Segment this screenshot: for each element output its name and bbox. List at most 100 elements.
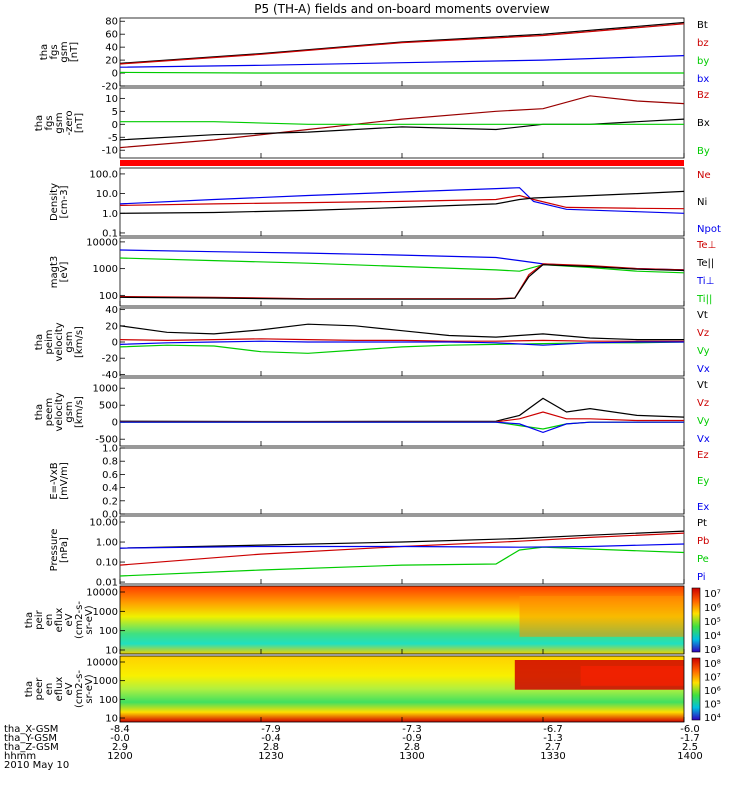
y-tick-label: 1000 (93, 264, 118, 275)
y-tick-label: 10 (105, 646, 118, 657)
y-axis-label: sr-eV) (84, 674, 95, 703)
colorbar-8 (691, 587, 701, 653)
y-axis-label: tha (34, 334, 45, 350)
footer-value: 2.5 (682, 742, 698, 753)
footer-row: tha_Y-GSM -0.0 -0.4 -0.9 -1.3 -1.7 (4, 733, 744, 744)
y-tick-label: 0.2 (102, 496, 118, 507)
legend-Vz: Vz (697, 398, 709, 409)
panel-frame-1 (119, 87, 685, 159)
series-bx (119, 55, 685, 68)
legend-Pt: Pt (697, 518, 707, 529)
footer-value: -6.0 (680, 724, 700, 735)
series-Npot (119, 187, 685, 214)
series-Te⊥ (119, 263, 685, 300)
footer-row-label: tha_Y-GSM (4, 733, 58, 744)
y-axis-label: gsm (64, 401, 75, 422)
series-Vx (119, 340, 684, 346)
series-By (120, 121, 684, 125)
series-bz (119, 23, 685, 65)
y-axis-label: tha (34, 115, 45, 131)
y-tick-label: 0 (112, 69, 118, 80)
y-axis-label: [eV] (59, 262, 70, 283)
y-axis-label: [nPa] (59, 537, 70, 563)
y-axis-label: tha (24, 612, 35, 628)
colorbar-tick-label: 10⁷ (704, 589, 721, 600)
colorbar-tick-label: 10⁶ (704, 603, 721, 614)
y-axis-label: [mV/m] (59, 462, 70, 500)
y-axis-label: tha (34, 404, 45, 420)
y-tick-label: -500 (95, 435, 118, 446)
y-axis-label: tha (39, 44, 50, 60)
y-axis-label: peer (34, 677, 45, 701)
colorbar-tick-label: 10⁴ (704, 631, 721, 642)
y-axis-label: gsm (64, 331, 75, 352)
series-Bx (119, 118, 685, 141)
series-Vx (120, 421, 684, 434)
y-tick-label: 1000 (93, 384, 118, 395)
y-tick-label: 60 (105, 30, 118, 41)
legend-Pb: Pb (697, 536, 709, 547)
legend-Ey: Ey (697, 476, 709, 487)
y-axis-label: [km/s] (74, 396, 85, 428)
y-axis-label: [nT] (69, 42, 80, 62)
y-tick-label: 0 (112, 120, 118, 131)
y-tick-label: 500 (99, 401, 118, 412)
y-tick-label: 10.00 (89, 518, 118, 529)
y-axis-label: tha (24, 681, 35, 697)
y-axis-label: peir (34, 609, 45, 629)
legend-Vx: Vx (697, 364, 710, 375)
series-by (119, 71, 684, 74)
footer-value: -1.3 (543, 733, 563, 744)
orbit-footer: tha_X-GSM -8.4 -7.9 -7.3 -6.7 -6.0 tha_Y-GSM -0… (4, 724, 744, 771)
y-tick-label: 10 (105, 94, 118, 105)
y-axis-label: peim (44, 329, 55, 354)
legend-Vx: Vx (697, 434, 710, 445)
legend-Ti||: Ti|| (696, 294, 712, 305)
footer-value: 1330 (540, 751, 566, 762)
legend-bz: bz (697, 38, 709, 49)
page-title: P5 (TH-A) fields and on-board moments ov… (254, 2, 550, 16)
y-axis-label: eflux (54, 677, 65, 702)
y-axis-label: (cm2-s- (74, 670, 85, 708)
spectrogram-hot-core (580, 666, 684, 686)
y-tick-label: 0 (112, 338, 118, 349)
footer-value: -1.7 (680, 733, 700, 744)
series-Te|| (119, 264, 685, 300)
series-Pt (119, 530, 685, 549)
footer-row-label: hhmm (4, 751, 37, 762)
footer-value: -6.7 (543, 724, 563, 735)
panel-frame-6 (119, 447, 685, 515)
y-axis-label: gsm (59, 41, 70, 62)
footer-row-label: tha_Z-GSM (4, 742, 59, 753)
colorbar-tick-label: 10⁵ (704, 617, 721, 628)
y-tick-label: 1000 (93, 676, 118, 687)
y-axis-label: en (44, 683, 55, 696)
colorbar-9 (691, 657, 701, 721)
y-axis-label: fgs (49, 44, 60, 59)
y-axis-label: eflux (54, 608, 65, 633)
y-tick-label: 100 (99, 695, 118, 706)
footer-value: -7.9 (261, 724, 281, 735)
y-axis-label: en (44, 614, 55, 627)
footer-row: tha_Z-GSM 2.9 2.8 2.8 2.7 2.5 (4, 742, 744, 753)
series-Ti|| (119, 257, 685, 274)
y-tick-label: 100 (99, 291, 118, 302)
y-tick-label: 0.8 (102, 457, 118, 468)
y-tick-label: 1.00 (96, 538, 118, 549)
legend-Ni: Ni (697, 197, 707, 208)
legend-Bz: Bz (697, 90, 709, 101)
panel-frame-5 (119, 377, 685, 447)
colorbar-tick-label: 10⁶ (704, 686, 721, 697)
series-Pe (119, 546, 685, 577)
y-tick-label: 20 (105, 56, 118, 67)
y-tick-label: 0.4 (102, 483, 118, 494)
legend-Vy: Vy (697, 346, 710, 357)
y-tick-label: 10000 (86, 588, 118, 599)
footer-value: -7.3 (402, 724, 422, 735)
y-tick-label: 10 (105, 714, 118, 725)
series-Pb (119, 532, 685, 566)
colorbar-tick-label: 10⁵ (704, 700, 721, 711)
legend-Bx: Bx (697, 118, 710, 129)
footer-date: 2010 May 10 (4, 760, 70, 771)
